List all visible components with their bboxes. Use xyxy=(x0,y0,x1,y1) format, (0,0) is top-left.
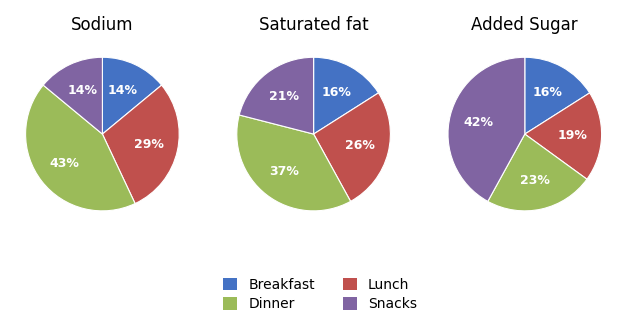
Text: 21%: 21% xyxy=(269,90,300,103)
Title: Saturated fat: Saturated fat xyxy=(259,16,369,34)
Title: Sodium: Sodium xyxy=(71,16,134,34)
Wedge shape xyxy=(488,134,587,211)
Text: 14%: 14% xyxy=(108,84,138,97)
Text: 19%: 19% xyxy=(557,129,588,142)
Text: 37%: 37% xyxy=(269,165,300,178)
Wedge shape xyxy=(314,57,378,134)
Legend: Breakfast, Dinner, Lunch, Snacks: Breakfast, Dinner, Lunch, Snacks xyxy=(218,272,422,317)
Text: 29%: 29% xyxy=(134,138,164,151)
Wedge shape xyxy=(102,85,179,204)
Text: 42%: 42% xyxy=(463,116,493,129)
Text: 14%: 14% xyxy=(67,84,97,97)
Wedge shape xyxy=(237,115,351,211)
Text: 23%: 23% xyxy=(520,174,550,187)
Text: 16%: 16% xyxy=(533,86,563,99)
Wedge shape xyxy=(448,57,525,201)
Text: 16%: 16% xyxy=(322,86,351,99)
Wedge shape xyxy=(239,57,314,134)
Wedge shape xyxy=(525,57,589,134)
Wedge shape xyxy=(44,57,102,134)
Text: 26%: 26% xyxy=(345,139,374,152)
Wedge shape xyxy=(26,85,135,211)
Wedge shape xyxy=(314,93,390,201)
Text: 43%: 43% xyxy=(50,157,80,170)
Wedge shape xyxy=(525,93,602,179)
Title: Added Sugar: Added Sugar xyxy=(472,16,578,34)
Wedge shape xyxy=(102,57,161,134)
